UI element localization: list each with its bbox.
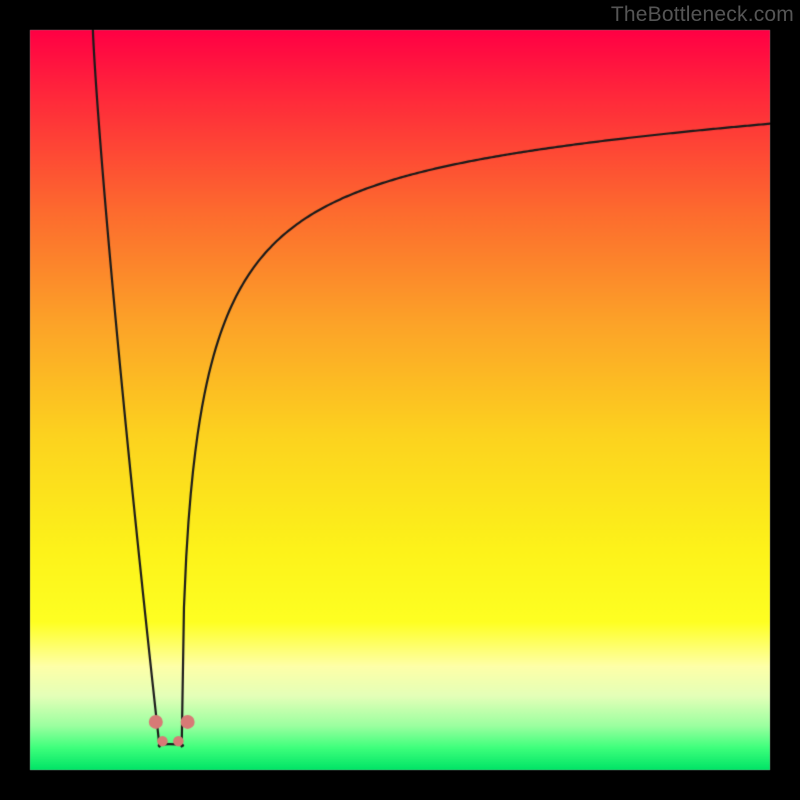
chart-stage: TheBottleneck.com: [0, 0, 800, 800]
watermark-text: TheBottleneck.com: [611, 3, 794, 27]
chart-border: [0, 0, 800, 800]
